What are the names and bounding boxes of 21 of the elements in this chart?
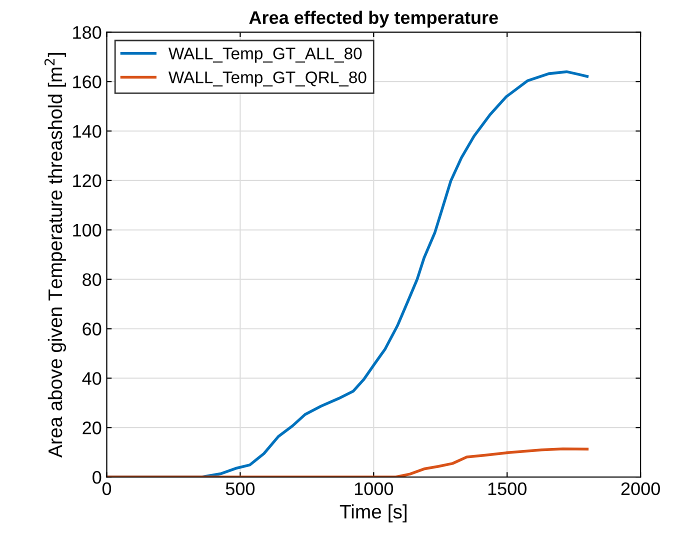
y-tick-label: 120	[73, 174, 102, 188]
y-tick-label: 180	[73, 26, 102, 39]
x-tick-label: 0	[102, 482, 112, 496]
x-tick-label: 1000	[354, 482, 394, 496]
y-tick-label: 0	[92, 470, 102, 484]
legend-label: WALL_Temp_GT_QRL_80	[168, 71, 366, 87]
y-tick-label: 60	[82, 322, 102, 336]
legend-label: WALL_Temp_GT_ALL_80	[168, 48, 362, 63]
y-tick-label: 160	[73, 76, 102, 88]
y-axis-title: Area above given Temperature threashold [m$^{2}$]	[44, 53, 66, 458]
chart-title: Area effected by temperature	[249, 10, 498, 28]
x-axis-title: Time [s]	[340, 504, 406, 522]
x-tick-label: 2000	[621, 482, 660, 496]
y-tick-label: 20	[82, 422, 102, 434]
y-tick-label: 80	[82, 273, 102, 286]
y-tick-label: 140	[73, 124, 102, 138]
x-tick-label: 1500	[488, 482, 526, 496]
x-tick-label: 500	[226, 482, 255, 496]
line-series	[106, 447, 589, 478]
y-tick-label: 40	[82, 372, 102, 385]
y-tick-label: 100	[73, 224, 102, 237]
